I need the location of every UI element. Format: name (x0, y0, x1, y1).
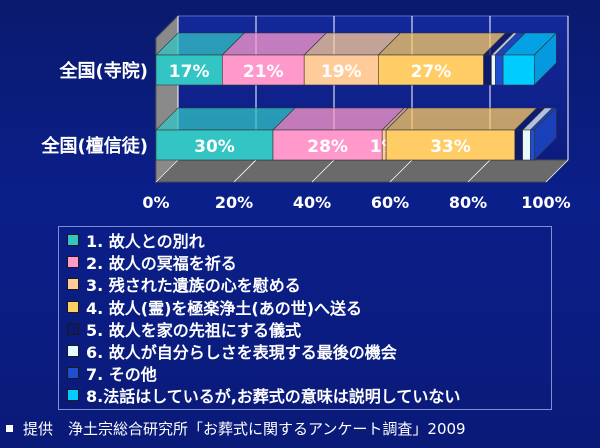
bar-segment (155, 129, 274, 161)
x-tick-label: 60% (371, 193, 409, 212)
data-label: 27% (411, 62, 452, 82)
bar-segment (522, 129, 531, 161)
category-label: 全国(檀信徒) (41, 135, 148, 157)
x-tick-label: 40% (293, 193, 331, 212)
x-tick-label: 80% (449, 193, 487, 212)
data-label: 30% (194, 137, 235, 157)
legend-label: 6. 故人が自分らしさを表現する最後の機会 (86, 343, 397, 362)
legend-swatch (67, 278, 79, 291)
gridline-floor (233, 159, 257, 183)
legend-label: 5. 故人を家の先祖にする儀式 (86, 320, 301, 340)
bar-end-face (533, 32, 557, 86)
legend-swatch (67, 389, 79, 402)
x-tick-label: 0% (142, 193, 169, 212)
legend-label: 7. その他 (86, 365, 157, 385)
gridline-floor (467, 159, 491, 183)
data-label: 28% (307, 137, 348, 157)
legend-item: 5. 故人を家の先祖にする儀式 (67, 319, 301, 340)
data-label: 19% (321, 62, 362, 82)
legend-swatch (67, 300, 79, 313)
legend-item: 2. 故人の冥福を祈る (67, 252, 237, 274)
source-text: 提供 浄土宗総合研究所「お葬式に関するアンケート調査」2009 (23, 420, 466, 438)
legend-label: 1. 故人との別れ (86, 232, 205, 251)
bullet-icon (6, 425, 13, 432)
legend-swatch (67, 256, 79, 269)
data-label: 33% (430, 137, 471, 157)
legend-item: 3. 残された遺族の心を慰める (67, 274, 301, 296)
category-label: 全国(寺院) (59, 60, 148, 82)
legend-item: 8.法話はしているが,お葬式の意味は説明していない (67, 385, 461, 407)
legend-label: 8.法話はしているが,お葬式の意味は説明していない (86, 387, 461, 407)
legend-label: 3. 残された遺族の心を慰める (86, 276, 301, 296)
x-tick-label: 20% (215, 193, 253, 212)
x-tick-label: 100% (521, 193, 570, 212)
data-label: 17% (169, 62, 210, 82)
bar-segment (514, 129, 523, 161)
legend: 1. 故人との別れ 2. 故人の冥福を祈る 3. 残された遺族の心を慰める 4. 故人… (58, 226, 552, 410)
legend-item: 4. 故人(霊)を極楽浄土(あの世)へ送る (67, 297, 363, 318)
data-label: 21% (243, 62, 284, 82)
bar-segment (491, 54, 496, 86)
bar-segment (155, 54, 223, 86)
gridline-floor (389, 159, 413, 183)
bar-end-face (533, 107, 557, 161)
bar-segment (502, 54, 535, 86)
bar-segment (494, 54, 504, 86)
bar-segment (377, 54, 484, 86)
plot-floor (154, 159, 570, 183)
legend-item: 6. 故人が自分らしさを表現する最後の機会 (67, 341, 397, 362)
legend-swatch (67, 367, 79, 380)
legend-swatch (67, 234, 79, 246)
legend-label: 2. 故人の冥福を祈る (86, 254, 237, 274)
legend-swatch (67, 345, 79, 357)
bar-segment-top (272, 107, 405, 131)
bar-segment (530, 129, 535, 161)
bar-segment (272, 129, 383, 161)
bar-segment (385, 129, 516, 161)
legend-swatch (67, 322, 79, 335)
gridline-floor (545, 159, 569, 183)
gridline-floor (155, 159, 179, 183)
bar-segment (483, 54, 492, 86)
bar-segment (222, 54, 305, 86)
legend-item: 1. 故人との別れ (67, 230, 205, 251)
bar-segment-top (385, 107, 538, 131)
bar-segment (303, 54, 379, 86)
legend-label: 4. 故人(霊)を極楽浄土(あの世)へ送る (86, 298, 363, 318)
source-note: 提供 浄土宗総合研究所「お葬式に関するアンケート調査」2009 (6, 418, 466, 439)
bar-segment-top (155, 107, 296, 131)
legend-item: 7. その他 (67, 363, 157, 385)
gridline-floor (311, 159, 335, 183)
